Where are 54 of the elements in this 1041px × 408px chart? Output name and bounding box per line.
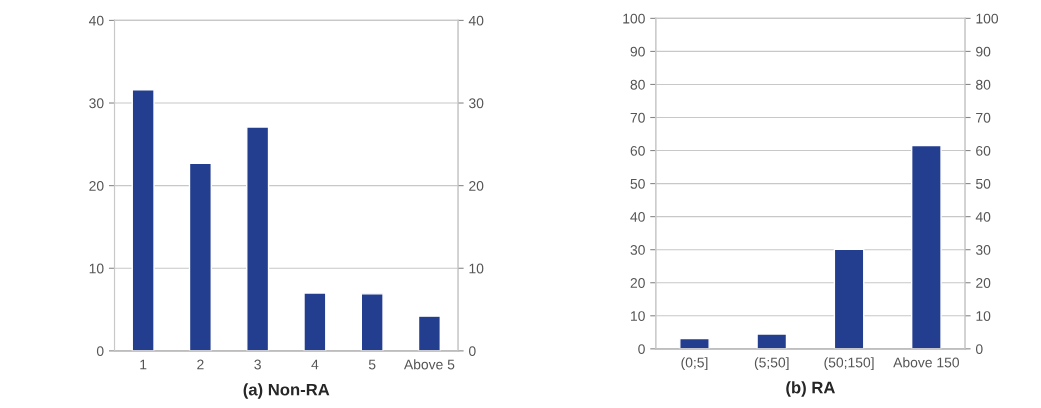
y-tick-label: 50 (630, 178, 645, 189)
y-tick-label: 70 (630, 112, 645, 123)
x-tick-label: Above 5 (403, 359, 455, 370)
bar (246, 126, 270, 351)
y-tick-label: 0 (96, 346, 104, 357)
y2-tick-label: 0 (469, 346, 476, 357)
y2-tick-label: 10 (976, 311, 991, 321)
y-tick-label: 20 (89, 180, 104, 191)
bar (756, 333, 788, 349)
x-tick-label: Above 150 (893, 357, 960, 368)
x-tick-label: 5 (368, 359, 376, 370)
y-tick-label: 60 (630, 145, 645, 156)
y2-tick-label: 40 (468, 15, 484, 26)
y2-tick-label: 30 (468, 98, 484, 109)
y2-tick-label: 20 (976, 278, 991, 288)
y2-tick-label: 0 (975, 344, 983, 355)
y2-tick-label: 10 (469, 263, 484, 274)
y-tick-label: 10 (631, 311, 645, 321)
bar (360, 293, 384, 351)
y-tick-label: 10 (89, 263, 104, 274)
x-tick-label: 3 (254, 359, 261, 370)
y2-tick-label: 30 (975, 245, 991, 255)
y-tick-label: 30 (89, 98, 104, 109)
y2-tick-label: 60 (976, 145, 991, 156)
y2-tick-label: 100 (976, 13, 999, 24)
x-tick-label: (0;5] (681, 357, 708, 371)
y-tick-label: 40 (88, 15, 104, 26)
text: (b) RA (786, 381, 835, 397)
x-tick-label: 4 (311, 359, 319, 370)
y-tick-label: 80 (630, 79, 645, 90)
x-tick-label: (5;50] (754, 357, 789, 371)
y-tick-label: 0 (638, 344, 645, 355)
y2-tick-label: 50 (975, 178, 991, 189)
y2-tick-label: 90 (976, 46, 991, 57)
y-tick-label: 90 (630, 46, 645, 57)
x-tick-label: 2 (197, 359, 204, 370)
y2-tick-label: 40 (975, 211, 991, 222)
text: (a) Non-RA (243, 383, 330, 399)
bar (188, 162, 212, 351)
bar (833, 248, 865, 349)
bar (679, 337, 710, 349)
y2-tick-label: 20 (469, 180, 484, 191)
bar (131, 89, 155, 351)
y2-tick-label: 80 (976, 79, 991, 90)
bar (910, 144, 942, 349)
y-tick-label: 20 (630, 278, 645, 288)
x-tick-label: 1 (140, 359, 147, 370)
y2-tick-label: 70 (976, 112, 991, 123)
y-tick-label: 40 (630, 211, 645, 222)
bar (417, 315, 441, 351)
y-tick-label: 100 (623, 13, 645, 24)
x-tick-label: (50;150] (824, 357, 874, 371)
bar (303, 292, 327, 351)
y-tick-label: 30 (630, 245, 645, 255)
